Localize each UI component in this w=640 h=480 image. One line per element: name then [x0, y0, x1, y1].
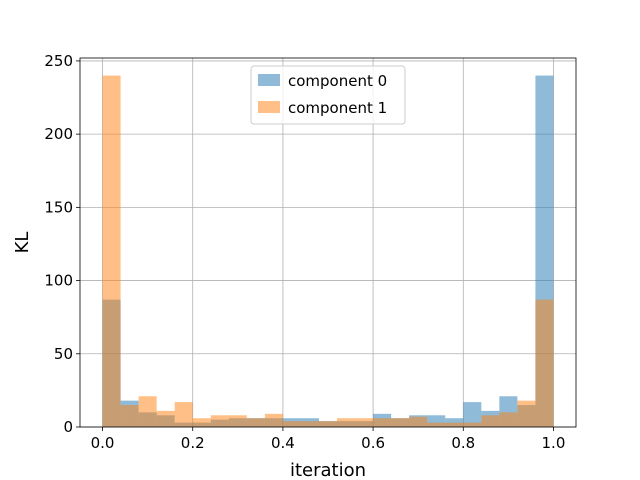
bar-component-1 [102, 75, 121, 428]
y-tick-label: 0 [63, 418, 73, 436]
y-axis-label: KL [12, 232, 33, 254]
y-tick-label: 50 [54, 345, 73, 363]
x-tick-label: 0.8 [451, 434, 475, 452]
y-tick-label: 200 [44, 125, 73, 143]
bar-component-1 [463, 422, 482, 427]
bar-component-1 [517, 400, 536, 427]
legend: component 0 component 1 [250, 65, 406, 125]
bar-component-1 [138, 396, 157, 427]
legend-box [250, 65, 406, 125]
bar-component-1 [156, 410, 175, 427]
bar-component-1 [246, 418, 265, 427]
legend-label-component-1: component 1 [288, 99, 387, 117]
bar-component-1 [499, 412, 518, 427]
bar-component-1 [264, 413, 283, 427]
y-tick-label: 150 [44, 198, 73, 216]
bar-component-1 [192, 418, 211, 427]
legend-swatch-component-1 [258, 101, 280, 113]
x-tick-label: 0.2 [181, 434, 205, 452]
bar-component-1 [174, 402, 193, 427]
legend-swatch-component-0 [258, 74, 280, 86]
bar-component-1 [337, 418, 356, 427]
bar-component-1 [300, 421, 319, 427]
bar-component-1 [210, 415, 229, 427]
y-tick-label: 100 [44, 272, 73, 290]
bar-component-1 [355, 418, 374, 427]
bar-component-1 [535, 299, 554, 427]
y-tick-label: 250 [44, 52, 73, 70]
bar-component-1 [120, 405, 139, 427]
x-tick-label: 0.4 [271, 434, 295, 452]
bar-component-1 [373, 418, 392, 427]
bar-component-1 [282, 421, 301, 427]
bar-component-1 [228, 415, 247, 427]
bar-component-1 [481, 415, 500, 427]
bar-component-0 [427, 415, 446, 427]
x-axis-label: iteration [290, 460, 366, 480]
x-tick-label: 0.0 [91, 434, 115, 452]
x-tick-label: 0.6 [361, 434, 385, 452]
bar-component-1 [409, 416, 428, 427]
plot-frame [79, 57, 577, 428]
histogram-bars [102, 75, 554, 428]
bar-component-0 [463, 402, 482, 427]
axis-ticks: 0.0 0.2 0.4 0.6 0.8 1.0 0 50 100 150 200 250 [44, 52, 565, 452]
x-tick-label: 1.0 [542, 434, 566, 452]
bar-component-1 [391, 418, 410, 427]
bar-component-1 [427, 422, 446, 427]
bar-component-1 [445, 422, 464, 427]
bar-component-1 [318, 421, 338, 427]
legend-label-component-0: component 0 [288, 72, 387, 90]
